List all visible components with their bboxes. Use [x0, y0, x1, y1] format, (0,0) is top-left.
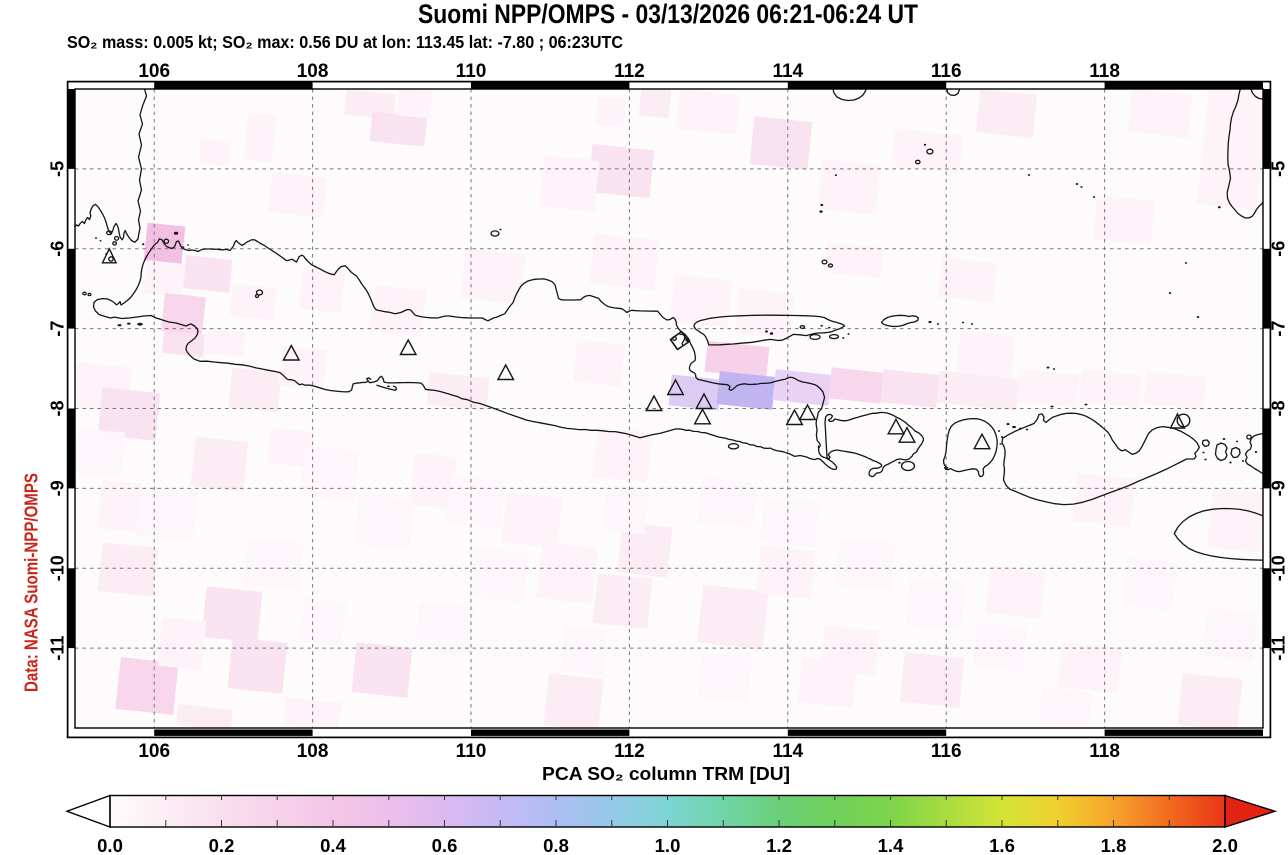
svg-text:114: 114	[772, 741, 803, 762]
svg-text:106: 106	[138, 741, 170, 762]
svg-text:0.0: 0.0	[97, 835, 123, 855]
svg-text:-5: -5	[48, 161, 68, 177]
svg-text:-10: -10	[1269, 555, 1288, 581]
svg-text:-9: -9	[48, 480, 68, 496]
svg-text:-10: -10	[48, 555, 68, 581]
svg-text:112: 112	[614, 61, 645, 82]
svg-text:1.6: 1.6	[989, 835, 1015, 855]
svg-text:1.0: 1.0	[655, 835, 681, 855]
svg-text:-9: -9	[1269, 480, 1288, 496]
svg-text:-11: -11	[1269, 636, 1288, 661]
svg-text:116: 116	[931, 61, 962, 82]
svg-text:-7: -7	[1269, 321, 1288, 337]
svg-text:-8: -8	[48, 400, 68, 416]
svg-text:110: 110	[456, 741, 487, 762]
svg-text:Data: NASA Suomi-NPP/OMPS: Data: NASA Suomi-NPP/OMPS	[22, 473, 42, 692]
svg-text:114: 114	[772, 61, 803, 82]
svg-text:SO₂ mass: 0.005 kt; SO₂ max: 0: SO₂ mass: 0.005 kt; SO₂ max: 0.56 DU at …	[67, 32, 623, 52]
svg-text:118: 118	[1089, 61, 1120, 82]
svg-text:Suomi NPP/OMPS - 03/13/2026 06: Suomi NPP/OMPS - 03/13/2026 06:21-06:24 …	[418, 0, 918, 29]
svg-text:PCA SO₂ column TRM [DU]: PCA SO₂ column TRM [DU]	[542, 764, 790, 784]
svg-text:2.0: 2.0	[1212, 835, 1238, 855]
svg-text:112: 112	[614, 741, 645, 762]
svg-text:-6: -6	[1269, 241, 1288, 257]
svg-text:118: 118	[1089, 741, 1120, 762]
svg-text:-6: -6	[48, 241, 68, 257]
svg-text:116: 116	[931, 741, 962, 762]
svg-text:1.4: 1.4	[878, 835, 904, 855]
svg-text:108: 108	[297, 741, 329, 762]
svg-text:-7: -7	[48, 321, 68, 337]
svg-text:108: 108	[297, 61, 329, 82]
svg-text:0.4: 0.4	[320, 835, 346, 855]
svg-text:0.6: 0.6	[432, 835, 458, 855]
svg-text:-5: -5	[1269, 161, 1288, 177]
svg-text:106: 106	[138, 61, 170, 82]
svg-text:1.2: 1.2	[766, 835, 792, 855]
svg-text:-8: -8	[1269, 400, 1288, 416]
svg-text:1.8: 1.8	[1101, 835, 1127, 855]
svg-text:0.2: 0.2	[209, 835, 235, 855]
svg-text:0.8: 0.8	[543, 835, 569, 855]
svg-text:110: 110	[456, 61, 487, 82]
svg-text:-11: -11	[48, 636, 68, 661]
